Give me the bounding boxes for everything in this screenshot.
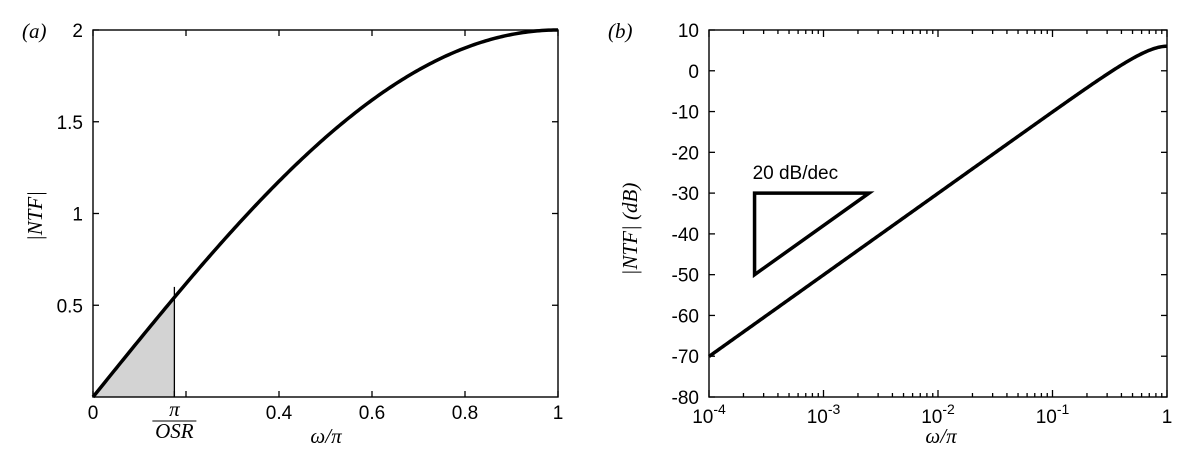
panel-b-x-ticks: 10-4 10-3 10-2 10-1 1 (692, 30, 1172, 428)
panel-b-x-axis-label: ω/π (925, 424, 957, 448)
panel-b-label: (b) (608, 19, 633, 43)
x-tick-label: 1 (553, 403, 564, 424)
x-tick-label: 10-1 (1036, 401, 1070, 428)
panel-a: (a) 0 0.4 0.6 0.8 1 0.5 1 1.5 2 π OSR ω/π |NTF| (22, 19, 563, 448)
x-tick-label: 10-3 (807, 401, 841, 428)
y-tick-label: -60 (672, 306, 699, 327)
panel-a-x-ticks: 0 0.4 0.6 0.8 1 (88, 30, 564, 424)
y-tick-label: -10 (672, 103, 699, 124)
x-tick-label: 1 (1162, 407, 1173, 428)
panel-b-series-line (707, 44, 1168, 358)
panel-a-y-ticks: 0.5 1 1.5 2 (57, 21, 558, 317)
x-tick-label: 0.8 (452, 403, 478, 424)
slope-annotation-label: 20 dB/dec (753, 163, 839, 184)
panel-a-series-line (91, 28, 559, 399)
osr-fraction-denominator: OSR (155, 419, 194, 443)
y-tick-label: 0.5 (57, 296, 83, 317)
y-tick-label: -40 (672, 225, 699, 246)
panel-b-y-ticks: -80 -70 -60 -50 -40 -30 -20 -10 0 10 (672, 21, 1167, 409)
y-tick-label: -30 (672, 184, 699, 205)
x-tick-label: 0.4 (266, 403, 293, 424)
panel-a-label: (a) (22, 19, 47, 43)
slope-triangle (752, 191, 875, 279)
y-tick-label: 2 (72, 21, 83, 42)
panel-b: (b) 20 dB/dec 10-4 10-3 10-2 10-1 1 -80 -70 -6… (608, 19, 1172, 448)
panel-a-osr-tick-label: π OSR (152, 397, 197, 443)
x-tick-label: 10-2 (921, 401, 955, 428)
y-tick-label: -50 (672, 266, 699, 287)
osr-fraction-numerator: π (169, 397, 180, 421)
panel-a-y-axis-label: |NTF| (23, 191, 47, 241)
y-tick-label: 1.5 (57, 113, 83, 134)
y-tick-label: 0 (688, 62, 699, 83)
y-tick-label: 10 (678, 21, 699, 42)
y-tick-label: -20 (672, 143, 699, 164)
panel-b-y-axis-label: |NTF| (dB) (618, 183, 642, 276)
panel-a-x-axis-label: ω/π (310, 424, 342, 448)
y-tick-label: -80 (672, 388, 699, 409)
x-tick-label: 0.6 (359, 403, 385, 424)
panel-b-plot-frame (708, 29, 1168, 398)
y-tick-label: 1 (72, 205, 83, 226)
x-tick-label: 10-4 (692, 401, 726, 428)
y-tick-label: -70 (672, 347, 699, 368)
x-tick-label: 0 (88, 403, 99, 424)
